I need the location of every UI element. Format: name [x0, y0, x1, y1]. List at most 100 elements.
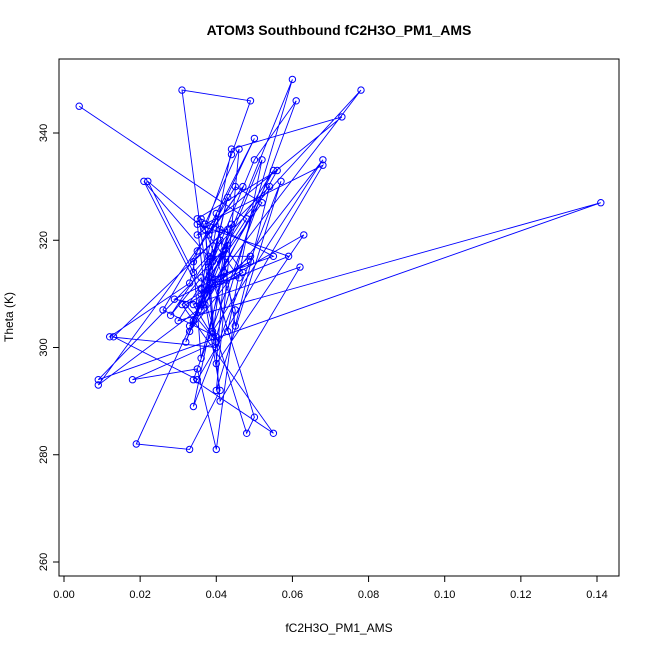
data-point [258, 199, 266, 207]
data-point [178, 86, 186, 94]
y-tick-label: 340 [38, 124, 50, 142]
data-point [185, 279, 194, 287]
data-point [216, 386, 224, 395]
data-point [212, 359, 221, 368]
data-point [197, 274, 205, 282]
data-point [269, 166, 278, 175]
data-point [75, 102, 83, 110]
x-tick-label: 0.06 [282, 589, 303, 601]
data-point [106, 333, 114, 341]
data-point [277, 177, 285, 186]
data-point [597, 199, 605, 207]
data-point [212, 445, 221, 454]
data-point [212, 209, 221, 218]
data-point [224, 241, 232, 250]
data-point [243, 429, 251, 437]
data-point [319, 156, 327, 164]
data-point [208, 258, 217, 266]
data-point [212, 333, 221, 341]
data-point [212, 386, 221, 395]
data-point [220, 247, 228, 255]
data-point [357, 86, 365, 94]
x-tick-label: 0.12 [510, 589, 531, 601]
data-point [231, 306, 240, 314]
y-tick-label: 300 [38, 338, 50, 356]
y-tick-label: 260 [38, 553, 50, 571]
data-point [144, 177, 152, 186]
data-point [128, 376, 137, 384]
data-point [288, 75, 297, 84]
data-point [174, 317, 182, 325]
data-point [296, 263, 304, 271]
data-point [224, 225, 232, 234]
x-tick-label: 0.04 [206, 589, 227, 601]
data-point [224, 327, 232, 336]
data-point [239, 268, 247, 277]
data-point [243, 215, 251, 223]
data-point [227, 145, 236, 153]
data-point [216, 397, 224, 405]
data-point [189, 258, 198, 266]
y-axis-label: Theta (K) [2, 292, 16, 342]
data-point [205, 274, 213, 282]
data-point [227, 150, 236, 159]
data-point [212, 343, 221, 352]
data-point [201, 300, 209, 309]
data-point [269, 429, 278, 437]
data-point [201, 225, 209, 234]
data-point [94, 381, 103, 389]
plot-frame [58, 58, 620, 577]
data-point [205, 263, 213, 271]
y-tick-label: 280 [38, 446, 50, 464]
data-point [109, 333, 118, 341]
data-point [197, 295, 205, 303]
data-point [94, 376, 103, 384]
data-point [193, 376, 202, 384]
y-axis: 260 280 300 320 340 [38, 124, 60, 571]
data-point [231, 322, 240, 330]
x-tick-label: 0.08 [358, 589, 379, 601]
data-point [208, 327, 217, 336]
data-point [208, 279, 217, 287]
data-point [170, 295, 179, 303]
data-point [250, 413, 259, 421]
data-point [205, 284, 213, 293]
data-point [205, 252, 213, 260]
data-point [193, 247, 202, 255]
data-point [235, 145, 243, 153]
data-point [208, 333, 217, 341]
data-point [197, 306, 205, 314]
data-point [193, 220, 202, 228]
data-point [189, 376, 198, 384]
data-point [216, 236, 224, 245]
chart-title: ATOM3 Southbound fC2H3O_PM1_AMS [207, 22, 472, 38]
data-point [208, 274, 217, 282]
data-point [246, 97, 255, 105]
data-point [185, 445, 194, 454]
data-point [197, 284, 205, 293]
data-point [250, 134, 259, 143]
data-point [319, 161, 327, 169]
x-axis-label: fC2H3O_PM1_AMS [285, 621, 392, 635]
x-tick-label: 0.02 [129, 589, 150, 601]
data-point [197, 354, 205, 362]
data-point [338, 113, 346, 121]
data-point [250, 156, 259, 164]
data-point [224, 193, 232, 202]
data-point [284, 252, 293, 260]
data-point [212, 338, 221, 346]
data-point [197, 290, 205, 298]
x-tick-label: 0.00 [53, 589, 74, 601]
series-line [78, 79, 601, 450]
data-point [193, 365, 202, 373]
data-point [292, 97, 300, 105]
data-point [220, 274, 228, 282]
data-point [185, 327, 194, 336]
data-point [178, 300, 186, 309]
data-point [246, 258, 255, 266]
data-point [189, 402, 198, 411]
data-point [159, 306, 167, 314]
series-layer [75, 75, 605, 454]
data-point [193, 231, 202, 239]
